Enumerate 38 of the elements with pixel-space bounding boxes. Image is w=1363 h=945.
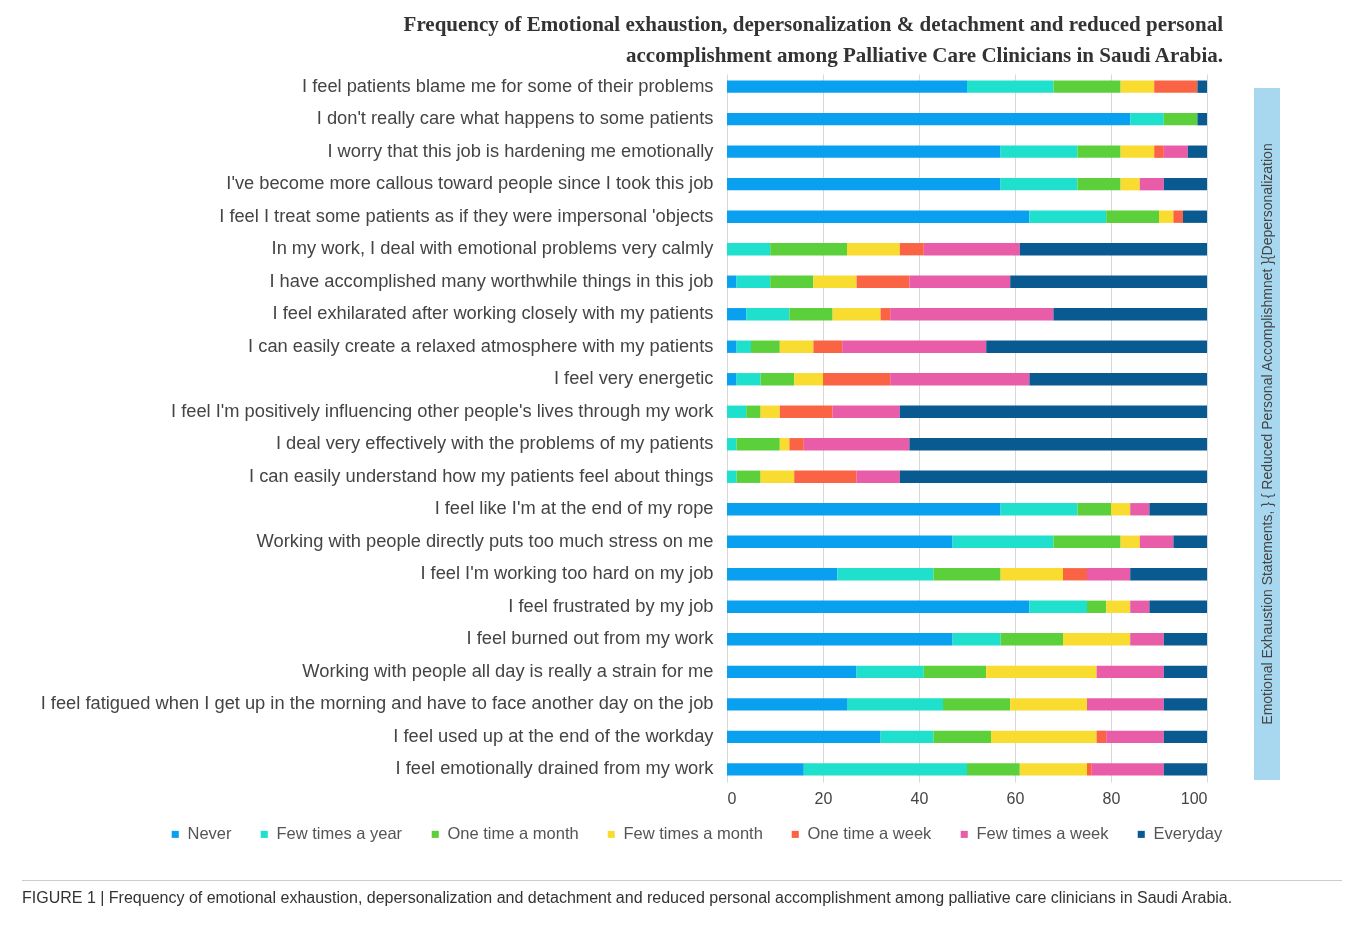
legend-label: Few times a year [276, 824, 403, 843]
x-tick-label: 100 [1180, 789, 1208, 807]
y-tick-label: I feel I'm positively influencing other people's lives through my work [171, 399, 715, 421]
y-tick-label: I feel frustrated by my job [508, 594, 714, 616]
y-tick-label: I feel I treat some patients as if they were impersonal 'objects [219, 204, 714, 226]
y-tick-label: I've become more callous toward people since I took this job [226, 172, 714, 194]
x-tick-label: 60 [1006, 789, 1025, 807]
x-tick-label: 80 [1102, 789, 1121, 807]
y-tick-label: Working with people directly puts too much stress on me [256, 529, 714, 551]
y-tick-label: I worry that this job is hardening me emotionally [327, 139, 715, 161]
y-tick-label: I feel used up at the end of the workday [393, 724, 715, 746]
legend-label: One time a week [807, 824, 933, 843]
chart-title: Frequency of Emotional exhaustion, depersonalization & detachment and reduced personal accomplishment among Palliative Care Clinicians in Saudi Arabia. [403, 12, 1224, 67]
x-tick-label: 40 [910, 789, 929, 807]
y-tick-label: I deal very effectively with the problems of my patients [275, 432, 714, 454]
y-tick-label: I can easily create a relaxed atmosphere with my patients [248, 334, 714, 356]
legend-label: Few times a week [976, 824, 1110, 843]
legend-label: Everyday [1153, 824, 1224, 843]
y-tick-label: I feel burned out from my work [466, 627, 715, 649]
caption: FIGURE 1 | Frequency of emotional exhaustion, depersonalization and detachment and reduced personal accomplishment among palliative care clinicians in Saudi Arabia. [22, 880, 1342, 911]
legend-label: Few times a month [623, 824, 763, 843]
y-tick-label: I feel exhilarated after working closely with my patients [272, 302, 714, 324]
y-tick-label: I don't really care what happens to some patients [316, 107, 714, 129]
y-tick-label: I can easily understand how my patients feel about things [249, 464, 714, 486]
text: Emotional Exhaustion Statements, } { Reduced Personal Accomplishmnet }{Depersonalization [1259, 143, 1275, 725]
y-tick-label: I feel like I'm at the end of my rope [434, 497, 714, 519]
y-tick-label: I have accomplished many worthwhile things in this job [269, 269, 714, 291]
y-tick-label: I feel fatigued when I get up in the morning and have to face another day on the job [40, 692, 714, 714]
x-tick-label: 20 [814, 789, 833, 807]
y-tick-label: Working with people all day is really a strain for me [302, 659, 714, 681]
legend-label: One time a month [447, 824, 579, 843]
y-tick-label: I feel emotionally drained from my work [395, 757, 715, 779]
x-tick-label: 0 [727, 789, 737, 807]
y-tick-label: I feel patients blame me for some of their problems [301, 74, 714, 96]
y-tick-label: I feel I'm working too hard on my job [420, 562, 714, 584]
y-tick-label: I feel very energetic [553, 367, 714, 389]
y-tick-label: In my work, I deal with emotional problems very calmly [271, 237, 715, 259]
legend-label: Never [187, 824, 233, 843]
